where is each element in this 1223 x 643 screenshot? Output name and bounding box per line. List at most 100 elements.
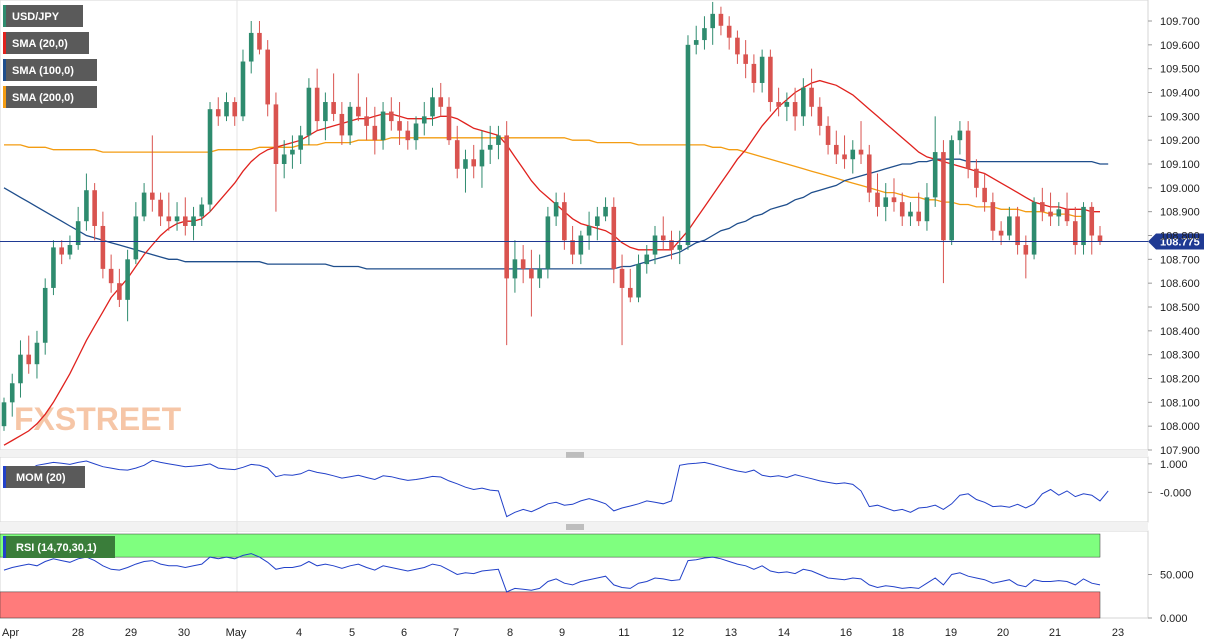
legend-sma100-label: SMA (100,0) (12, 65, 74, 77)
candle (537, 254, 542, 288)
x-axis: Apr 28 29 30 May 4 5 6 7 8 9 11 12 13 14 16 18 19 20 21 23 (2, 627, 1124, 639)
candle-body (924, 197, 930, 222)
last-price-badge-bg (1148, 233, 1204, 250)
candle-body (389, 111, 394, 122)
candle (891, 178, 897, 212)
candle (1023, 235, 1029, 279)
candle (1031, 197, 1037, 260)
candle (125, 249, 130, 322)
candle (529, 249, 534, 317)
candle (718, 6, 724, 36)
candle-body (224, 102, 229, 117)
y-tick-label: 107.900 (1160, 445, 1200, 457)
candle-body (866, 154, 872, 193)
candle-body (413, 123, 419, 141)
legend-sma100[interactable]: SMA (100,0) (3, 59, 97, 81)
candle (957, 121, 963, 155)
candle (1064, 192, 1070, 226)
candle-body (1056, 209, 1062, 217)
y-tick-label: 109.500 (1160, 64, 1200, 76)
candle-body (75, 221, 81, 246)
legend-momentum[interactable]: MOM (20) (3, 466, 85, 488)
candle (842, 135, 847, 169)
legend-rsi-label: RSI (14,70,30,1) (16, 542, 97, 554)
x-tick-label: 16 (840, 627, 852, 639)
candle-body (207, 109, 213, 205)
candle-body (273, 104, 279, 164)
x-tick-label: 11 (618, 627, 629, 639)
candle-body (850, 149, 856, 160)
candle (240, 49, 246, 122)
x-tick-label: 8 (507, 627, 513, 639)
legend-rsi[interactable]: RSI (14,70,30,1) (3, 536, 115, 558)
candle (982, 173, 987, 212)
rsi-oversold-band (0, 591, 1101, 619)
candle (323, 92, 328, 141)
candle (759, 49, 765, 93)
candle (611, 197, 617, 284)
watermark: FXSTREET (14, 401, 182, 437)
candle (619, 254, 625, 346)
candle-body (908, 211, 913, 217)
candle-body (627, 287, 633, 298)
candle-body (430, 97, 435, 117)
candle (627, 268, 633, 303)
candle (677, 230, 683, 265)
candle (1081, 202, 1086, 255)
candle-body (619, 268, 625, 288)
candle-body (298, 135, 303, 150)
candle-body (166, 216, 172, 222)
candle-body (693, 40, 699, 45)
candle (545, 206, 551, 279)
candle-body (529, 268, 534, 279)
candle (693, 25, 699, 55)
candle-body (735, 37, 740, 55)
candle (586, 211, 592, 250)
candle (290, 135, 295, 169)
candle-body (817, 106, 823, 126)
candle-body (133, 216, 139, 260)
candle (520, 245, 526, 284)
candle-body (281, 154, 287, 164)
candle (92, 183, 97, 241)
candle (726, 16, 732, 50)
y-tick-label: 109.200 (1160, 135, 1200, 147)
candle (75, 206, 81, 250)
candle-body (801, 87, 806, 117)
candle (924, 183, 930, 231)
candle-body (784, 102, 790, 107)
candle-body (545, 216, 551, 269)
candle-body (685, 44, 691, 246)
candle-body (916, 211, 922, 222)
candle-body (842, 154, 847, 160)
candle (232, 97, 238, 126)
candle-body (438, 97, 444, 107)
candle (18, 340, 23, 398)
candle (471, 144, 477, 179)
legend-sma200[interactable]: SMA (200,0) (3, 86, 97, 108)
candle (792, 87, 798, 131)
candle-body (380, 111, 386, 141)
legend-symbol[interactable]: USD/JPY (3, 5, 83, 27)
candle (562, 192, 567, 250)
candle-body (586, 225, 592, 236)
candle-body (158, 199, 163, 217)
mom-y-tick-label: -0.000 (1160, 487, 1191, 499)
candle (166, 192, 172, 231)
candle (42, 278, 48, 355)
candle-body (825, 125, 831, 145)
legend-sma20[interactable]: SMA (20,0) (3, 32, 89, 54)
rsi-overbought-band (0, 533, 1101, 558)
candle-body (553, 202, 559, 217)
sma100-line (3, 158, 1109, 270)
candle-body (751, 63, 757, 83)
candle (570, 225, 575, 265)
x-tick-label: 13 (725, 627, 737, 639)
candle-body (454, 140, 460, 169)
candle-body (1097, 235, 1103, 242)
candle (965, 121, 971, 179)
candle-body (899, 202, 905, 217)
candle-body (182, 216, 188, 226)
candle (421, 102, 427, 136)
